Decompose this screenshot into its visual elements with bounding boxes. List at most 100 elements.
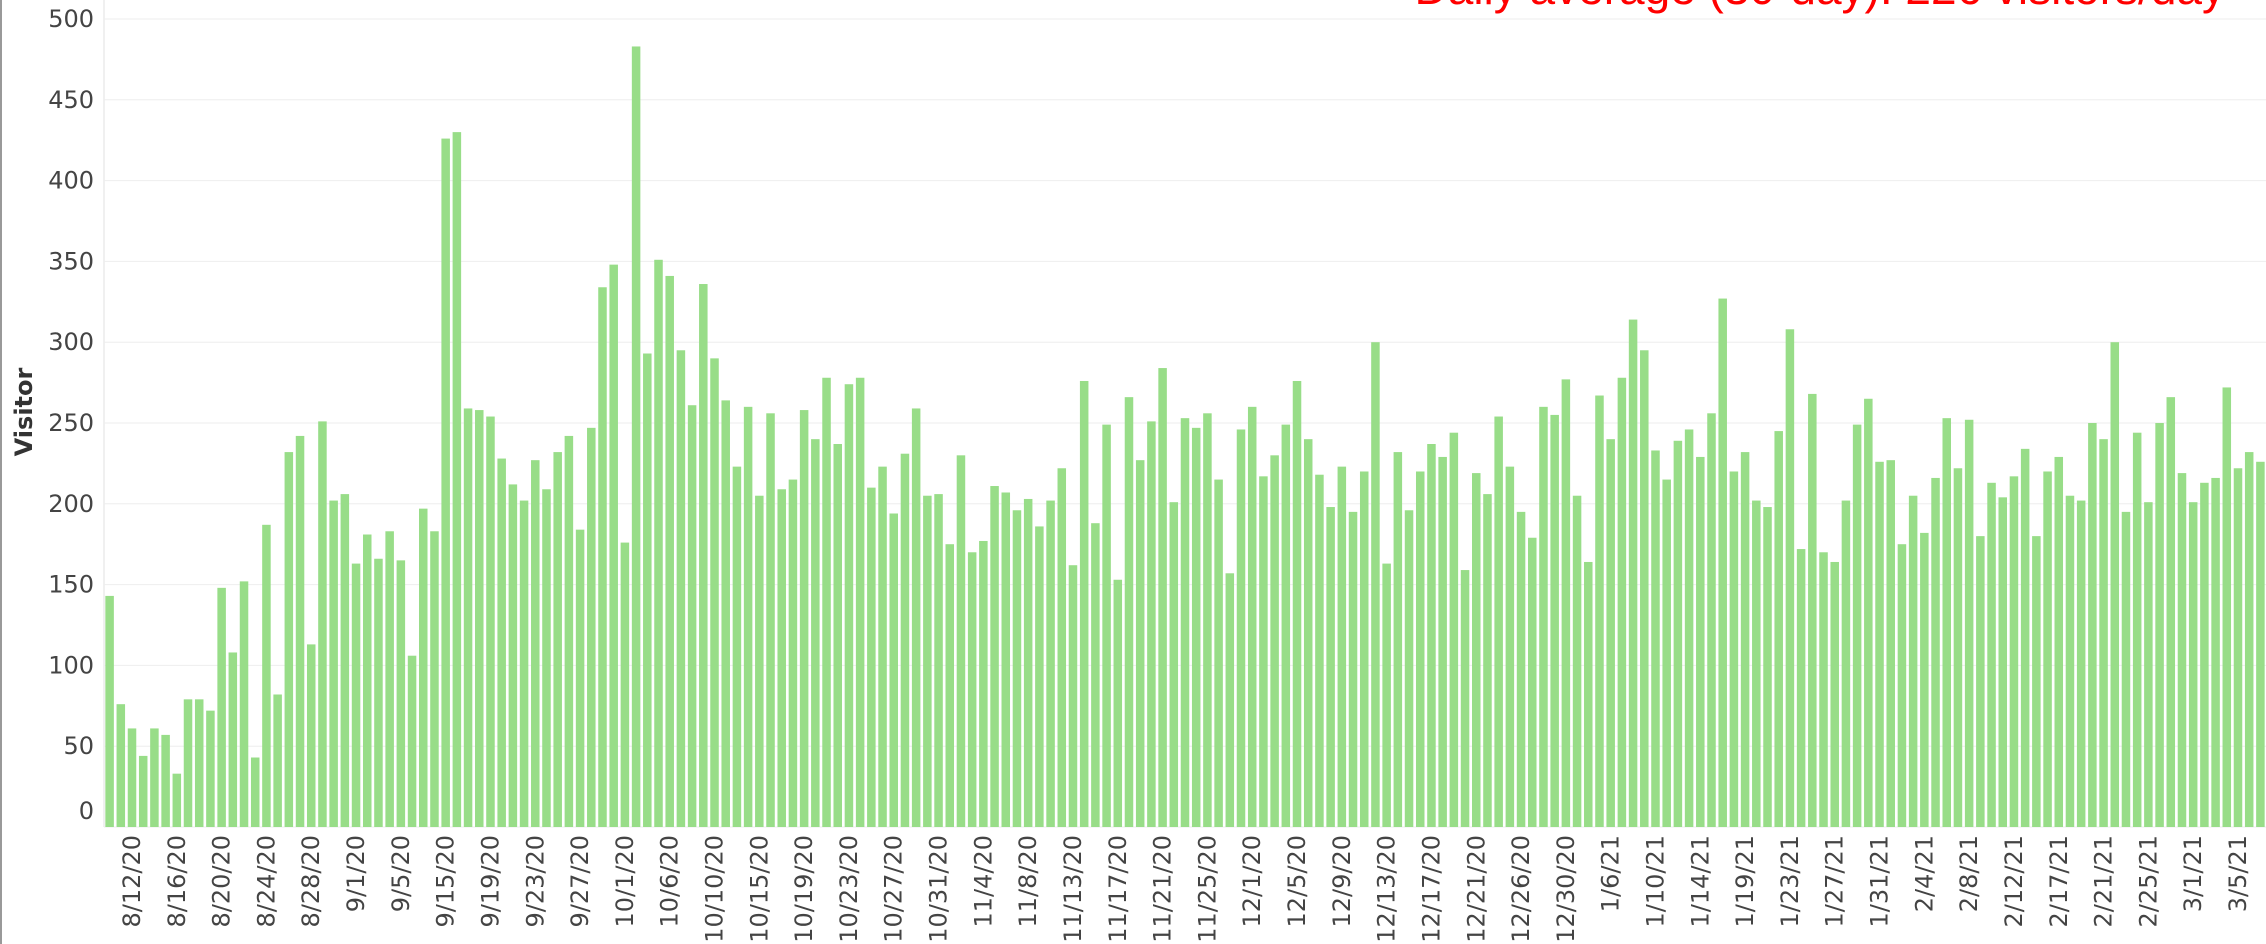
bar — [1796, 549, 1806, 827]
y-tick-label: 300 — [48, 328, 94, 356]
bar — [116, 704, 126, 827]
bar — [161, 734, 170, 827]
y-tick-label: 100 — [48, 651, 94, 679]
bar — [1953, 468, 1963, 827]
bar — [2020, 448, 2030, 827]
bar — [1382, 563, 1391, 827]
bar — [105, 595, 114, 827]
bar — [1326, 507, 1335, 827]
bar — [1684, 429, 1694, 827]
bar — [452, 132, 462, 827]
bar — [878, 466, 887, 827]
bar — [710, 358, 719, 827]
bar — [1471, 473, 1481, 827]
bar — [419, 508, 428, 827]
bar — [362, 534, 372, 827]
bar — [799, 410, 809, 827]
bar — [620, 542, 630, 827]
bar — [1516, 511, 1526, 827]
bar — [889, 513, 899, 827]
bar — [1819, 552, 1828, 827]
bar — [1292, 380, 1302, 827]
bar — [1483, 494, 1492, 827]
bar — [1617, 377, 1627, 827]
bar — [1102, 424, 1111, 827]
bar — [1303, 439, 1313, 827]
bar — [575, 529, 585, 827]
bar — [1651, 450, 1660, 827]
bar — [1359, 471, 1369, 827]
bar — [755, 495, 764, 827]
bar — [1976, 536, 1985, 827]
x-tick-label: 11/8/20 — [1014, 835, 1042, 928]
x-tick-label: 12/13/20 — [1373, 835, 1401, 943]
bar — [217, 587, 226, 827]
x-tick-label: 12/17/20 — [1417, 835, 1445, 943]
bar — [811, 439, 820, 827]
bar — [1427, 444, 1436, 827]
bar — [553, 452, 562, 827]
bar — [2188, 502, 2198, 827]
bar — [2166, 397, 2176, 827]
bar — [1068, 565, 1078, 827]
bar — [609, 264, 618, 828]
x-tick-label: 1/6/21 — [1597, 835, 1625, 912]
bar — [1752, 500, 1761, 827]
bar — [441, 138, 450, 828]
bar — [1001, 492, 1011, 827]
bar — [2054, 456, 2064, 827]
bar — [1236, 429, 1246, 827]
bar — [855, 377, 865, 827]
bar — [2132, 432, 2142, 827]
bar — [2256, 461, 2265, 827]
x-tick-label: 11/25/20 — [1193, 835, 1221, 943]
bar — [138, 755, 148, 827]
bar — [284, 452, 294, 827]
bar — [374, 558, 383, 827]
y-tick-label: 500 — [48, 5, 94, 33]
bar — [250, 757, 260, 827]
bar — [396, 560, 406, 827]
bar — [1270, 455, 1279, 827]
bar — [1371, 342, 1380, 827]
bar — [2076, 500, 2086, 827]
x-tick-label: 10/27/20 — [880, 835, 908, 943]
bar — [2244, 452, 2254, 827]
bar — [531, 460, 540, 827]
x-tick-label: 12/21/20 — [1462, 835, 1490, 943]
x-tick-label: 2/21/21 — [2090, 835, 2118, 928]
bar — [1584, 561, 1593, 827]
bar — [1886, 460, 1895, 827]
x-tick-label: 1/23/21 — [1776, 835, 1804, 928]
x-tick-label: 10/1/20 — [611, 835, 639, 928]
x-tick-label: 1/31/21 — [1866, 835, 1894, 928]
bar — [306, 644, 316, 827]
bar — [2222, 387, 2232, 827]
x-tick-label: 10/15/20 — [745, 835, 773, 943]
bar — [351, 563, 361, 827]
x-tick-label: 1/19/21 — [1731, 835, 1759, 928]
bar — [1046, 500, 1055, 827]
bar — [1124, 397, 1134, 827]
bar — [1628, 319, 1638, 827]
bar — [2233, 468, 2243, 827]
bar — [1147, 421, 1156, 827]
bar — [911, 408, 921, 827]
x-tick-label: 8/24/20 — [252, 835, 280, 928]
bar — [1998, 497, 2008, 827]
bar — [329, 500, 338, 827]
bar — [2177, 473, 2187, 827]
y-tick-label: 50 — [63, 732, 94, 760]
bar — [1057, 468, 1067, 827]
chart-title: Daily average (30-day): 226 visitors/day — [1415, 0, 2225, 14]
bar — [1023, 498, 1033, 827]
x-tick-label: 10/23/20 — [835, 835, 863, 943]
bar — [1707, 413, 1716, 827]
x-tick-label: 2/25/21 — [2134, 835, 2162, 928]
bar — [1158, 368, 1167, 827]
bar — [1561, 379, 1571, 827]
bar — [1841, 500, 1851, 827]
x-tick-label: 9/23/20 — [521, 835, 549, 928]
bar — [1864, 398, 1873, 827]
bar — [1920, 532, 1929, 827]
